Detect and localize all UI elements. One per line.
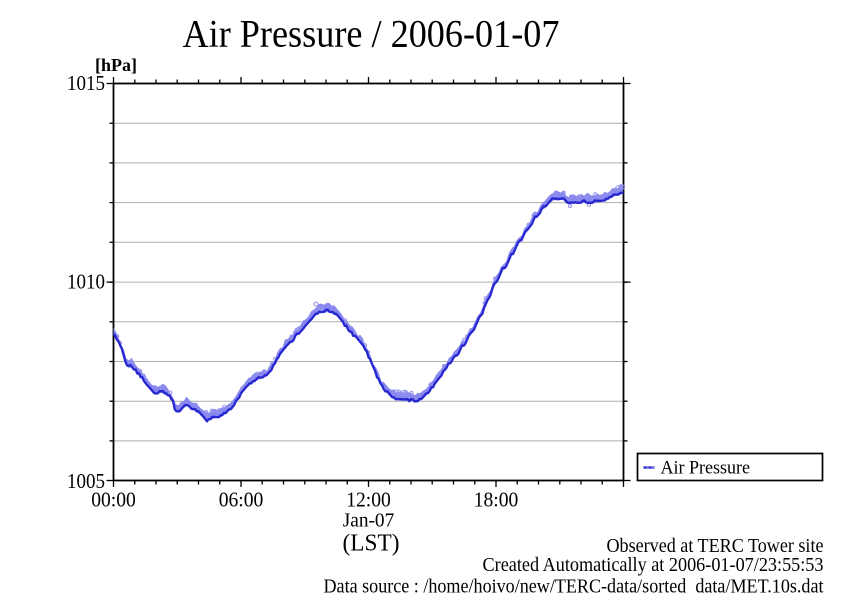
svg-text:Jan-07: Jan-07 (343, 511, 395, 532)
svg-text:1010: 1010 (67, 270, 105, 294)
svg-text:Created Automatically at 2006-: Created Automatically at 2006-01-07/23:5… (483, 554, 824, 576)
svg-text:12:00: 12:00 (346, 488, 391, 512)
svg-text:00:00: 00:00 (91, 488, 136, 512)
svg-text:18:00: 18:00 (474, 488, 519, 512)
svg-text:1005: 1005 (67, 469, 105, 493)
svg-text:(LST): (LST) (343, 531, 400, 557)
svg-text:Observed at TERC Tower site: Observed at TERC Tower site (607, 535, 824, 557)
svg-text:Data source : /home/hoivo/new/: Data source : /home/hoivo/new/TERC-data/… (324, 576, 824, 595)
svg-text:Air Pressure: Air Pressure (661, 458, 751, 479)
svg-text:06:00: 06:00 (219, 488, 264, 512)
svg-text:1015: 1015 (67, 71, 105, 95)
svg-text:[hPa]: [hPa] (95, 55, 137, 75)
svg-text:Air Pressure / 2006-01-07: Air Pressure / 2006-01-07 (183, 13, 560, 56)
